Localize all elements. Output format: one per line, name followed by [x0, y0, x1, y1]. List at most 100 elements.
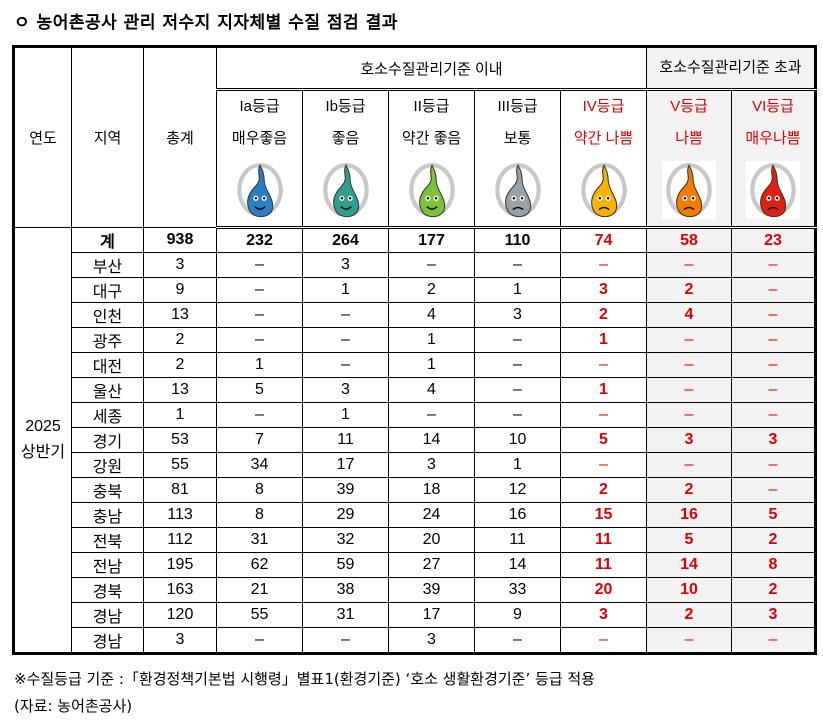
value-cell: 32	[302, 527, 389, 553]
value-cell: –	[474, 627, 561, 654]
value-cell: 13	[143, 377, 217, 403]
value-cell: –	[646, 352, 732, 378]
grade-description: 나쁨	[675, 130, 703, 147]
water-quality-table: 연도 지역 총계 호소수질관리기준 이내 호소수질관리기준 초과 Ia등급 매우…	[12, 45, 817, 655]
value-cell: 163	[143, 577, 217, 603]
value-cell: 120	[143, 602, 217, 628]
value-cell: 15	[560, 502, 647, 528]
value-cell: –	[216, 627, 303, 654]
value-cell: 113	[143, 502, 217, 528]
value-cell: 16	[646, 502, 732, 528]
value-cell: 4	[388, 377, 475, 403]
value-cell: –	[216, 277, 303, 303]
grade-header-3: II등급 약간 좋음	[388, 89, 475, 229]
value-cell: –	[731, 377, 816, 403]
value-cell: –	[474, 402, 561, 428]
value-cell: 264	[302, 227, 389, 253]
table-row: 경남 3– –3– – – –	[14, 627, 816, 654]
value-cell: –	[560, 452, 647, 478]
grade-header-6: V등급 나쁨	[646, 89, 732, 229]
table-row: 대전 2 1–1– – – –	[14, 352, 816, 378]
value-cell: –	[302, 627, 389, 654]
value-cell: 11	[560, 552, 647, 578]
value-cell: 5	[646, 527, 732, 553]
value-cell: 1	[474, 452, 561, 478]
value-cell: 3	[143, 627, 217, 654]
value-cell: 4	[388, 302, 475, 328]
period-half: 상반기	[20, 444, 66, 461]
table-row: 울산 13 5 3 4–1– –	[14, 377, 816, 403]
grade-header-5: IV등급 약간 나쁨	[560, 89, 647, 229]
value-cell: 2	[646, 277, 732, 303]
value-cell: 29	[302, 502, 389, 528]
value-cell: 3	[388, 452, 475, 478]
value-cell: –	[302, 327, 389, 353]
value-cell: 59	[302, 552, 389, 578]
value-cell: 39	[388, 577, 475, 603]
value-cell: 2	[143, 352, 217, 378]
table-row: 인천 13– –4 3 2 4–	[14, 302, 816, 328]
value-cell: 195	[143, 552, 217, 578]
value-cell: 1	[302, 277, 389, 303]
value-cell: 55	[216, 602, 303, 628]
value-cell: 23	[731, 227, 816, 253]
value-cell: 62	[216, 552, 303, 578]
value-cell: –	[646, 402, 732, 428]
value-cell: 8	[216, 502, 303, 528]
value-cell: –	[646, 327, 732, 353]
table-row: 세종 1–1– – – – –	[14, 402, 816, 428]
value-cell: 1	[302, 402, 389, 428]
value-cell: 14	[646, 552, 732, 578]
value-cell: –	[302, 352, 389, 378]
value-cell: 1	[388, 327, 475, 353]
grade-description: 보통	[503, 130, 532, 147]
value-cell: 4	[646, 302, 732, 328]
value-cell: –	[731, 402, 816, 428]
value-cell: 38	[302, 577, 389, 603]
value-cell: –	[216, 252, 303, 278]
value-cell: 17	[388, 602, 475, 628]
value-cell: 938	[143, 227, 217, 253]
value-cell: –	[216, 302, 303, 328]
value-cell: 1	[216, 352, 303, 378]
value-cell: –	[388, 402, 475, 428]
value-cell: –	[731, 327, 816, 353]
value-cell: 177	[388, 227, 475, 253]
value-cell: 2	[388, 277, 475, 303]
value-cell: 21	[216, 577, 303, 603]
value-cell: 16	[474, 502, 561, 528]
region-cell: 인천	[71, 302, 144, 328]
table-row: 충남 113 8 29 24 16 15 16 5	[14, 502, 816, 528]
region-cell: 대전	[71, 352, 144, 378]
droplet-bad-icon	[662, 161, 716, 219]
value-cell: 55	[143, 452, 217, 478]
within-standard-header: 호소수질관리기준 이내	[216, 46, 647, 91]
value-cell: 3	[731, 602, 816, 628]
region-cell: 충북	[71, 477, 144, 503]
value-cell: 2	[560, 477, 647, 503]
grade-description: 약간 좋음	[401, 130, 462, 147]
value-cell: –	[646, 252, 732, 278]
value-cell: –	[646, 627, 732, 654]
grade-label: V등급	[670, 98, 708, 115]
value-cell: –	[646, 452, 732, 478]
value-cell: 3	[560, 602, 647, 628]
total-header: 총계	[143, 46, 217, 228]
value-cell: –	[560, 627, 647, 654]
value-cell: 2	[646, 602, 732, 628]
value-cell: 7	[216, 427, 303, 453]
grade-header-2: Ib등급 좋음	[302, 89, 389, 229]
year-header: 연도	[13, 46, 72, 228]
region-cell: 광주	[71, 327, 144, 353]
value-cell: 3	[302, 252, 389, 278]
table-row: 강원 55 34 17 3 1– – –	[14, 452, 816, 478]
value-cell: –	[731, 277, 816, 303]
grade-header-4: III등급 보통	[474, 89, 561, 229]
value-cell: 3	[731, 427, 816, 453]
grade-label: VI등급	[752, 98, 794, 115]
table-row: 전북 112 31 32 20 11 11 5 2	[14, 527, 816, 553]
region-cell: 계	[71, 227, 144, 253]
value-cell: 2	[731, 577, 816, 603]
value-cell: 27	[388, 552, 475, 578]
value-cell: 18	[388, 477, 475, 503]
